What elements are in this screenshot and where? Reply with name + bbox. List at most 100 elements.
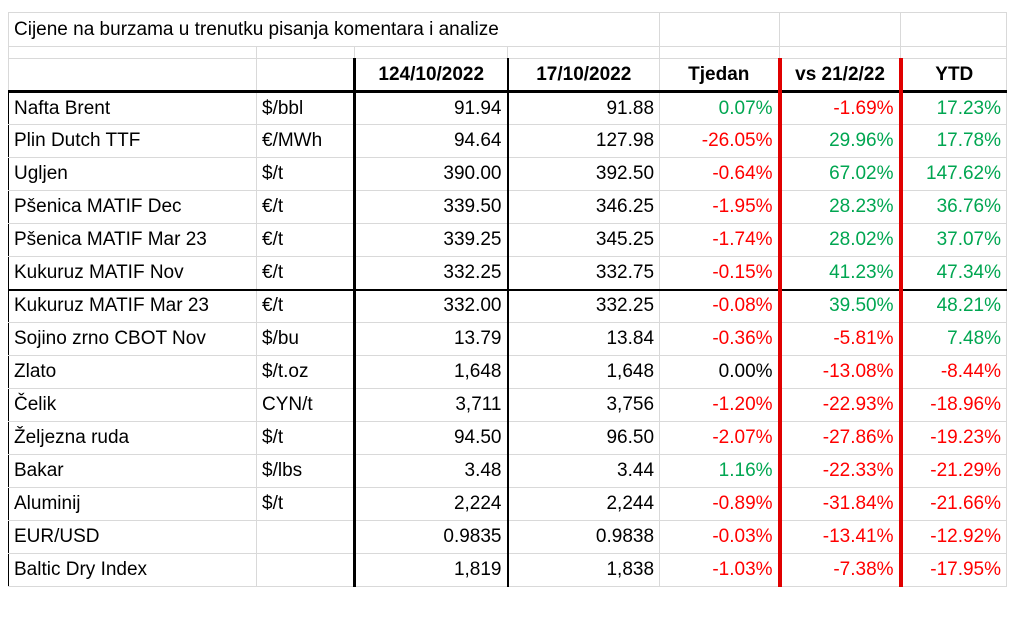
change-ytd: 147.62% <box>900 157 1008 191</box>
price-current: 1,819 <box>354 553 509 587</box>
commodity-unit: €/t <box>256 223 356 257</box>
commodity-unit: CYN/t <box>256 388 356 422</box>
commodity-name: Pšenica MATIF Dec <box>8 190 257 224</box>
commodity-name: Baltic Dry Index <box>8 553 257 587</box>
change-vs-date: -1.69% <box>777 91 903 125</box>
price-current: 339.50 <box>354 190 509 224</box>
table-row: Bakar $/lbs 3.48 3.44 1.16% -22.33% -21.… <box>8 454 1008 488</box>
change-vs-date: 28.02% <box>777 223 903 257</box>
commodity-unit: $/t <box>256 421 356 455</box>
table-row: Aluminij $/t 2,224 2,244 -0.89% -31.84% … <box>8 487 1008 521</box>
change-ytd: 36.76% <box>900 190 1008 224</box>
commodity-unit: $/t <box>256 487 356 521</box>
change-ytd: 48.21% <box>900 288 1008 323</box>
table-row: Pšenica MATIF Mar 23 €/t 339.25 345.25 -… <box>8 223 1008 257</box>
spacer-row <box>8 46 1008 59</box>
change-ytd: 17.23% <box>900 91 1008 125</box>
empty-cell <box>8 46 257 59</box>
empty-cell <box>779 12 902 47</box>
change-vs-date: -31.84% <box>777 487 903 521</box>
commodity-name: Nafta Brent <box>8 91 257 125</box>
empty-cell <box>779 46 902 59</box>
price-previous: 1,648 <box>506 355 661 389</box>
commodity-name: Kukuruz MATIF Mar 23 <box>8 288 257 323</box>
change-vs-date: 28.23% <box>777 190 903 224</box>
change-ytd: 17.78% <box>900 124 1008 158</box>
change-vs-date: -5.81% <box>777 322 903 356</box>
change-ytd: -17.95% <box>900 553 1008 587</box>
change-vs-date: 67.02% <box>777 157 903 191</box>
commodity-name: EUR/USD <box>8 520 257 554</box>
change-week: 0.00% <box>659 355 781 389</box>
title-row: Cijene na burzama u trenutku pisanja kom… <box>7 12 1008 47</box>
price-current: 94.64 <box>354 124 509 158</box>
change-vs-date: 29.96% <box>777 124 903 158</box>
change-ytd: 37.07% <box>900 223 1008 257</box>
change-ytd: 47.34% <box>900 256 1008 290</box>
price-current: 3,711 <box>354 388 509 422</box>
commodity-unit: $/bbl <box>256 91 356 125</box>
header-week: Tjedan <box>659 58 781 93</box>
commodity-name: Željezna ruda <box>8 421 257 455</box>
price-previous: 2,244 <box>506 487 661 521</box>
change-vs-date: -13.08% <box>777 355 903 389</box>
change-week: -2.07% <box>659 421 781 455</box>
table-row: Nafta Brent $/bbl 91.94 91.88 0.07% -1.6… <box>8 91 1008 125</box>
price-current: 94.50 <box>354 421 509 455</box>
commodity-name: Plin Dutch TTF <box>8 124 257 158</box>
table-row: Plin Dutch TTF €/MWh 94.64 127.98 -26.05… <box>8 124 1008 158</box>
change-week: 1.16% <box>659 454 781 488</box>
change-week: -0.64% <box>659 157 781 191</box>
change-week: -1.20% <box>659 388 781 422</box>
price-previous: 392.50 <box>506 157 661 191</box>
change-week: -1.03% <box>659 553 781 587</box>
change-ytd: -21.29% <box>900 454 1008 488</box>
price-current: 1,648 <box>354 355 509 389</box>
price-table-sheet: Cijene na burzama u trenutku pisanja kom… <box>7 12 1008 587</box>
commodity-unit: €/MWh <box>256 124 356 158</box>
price-current: 332.25 <box>354 256 509 290</box>
change-vs-date: 39.50% <box>777 288 903 323</box>
price-previous: 332.25 <box>506 288 661 323</box>
price-previous: 3,756 <box>506 388 661 422</box>
price-previous: 332.75 <box>506 256 661 290</box>
change-vs-date: -13.41% <box>777 520 903 554</box>
change-week: -1.74% <box>659 223 781 257</box>
table-row: Ugljen $/t 390.00 392.50 -0.64% 67.02% 1… <box>8 157 1008 191</box>
change-vs-date: -7.38% <box>777 553 903 587</box>
empty-cell <box>506 46 661 59</box>
change-vs-date: -22.93% <box>777 388 903 422</box>
price-current: 91.94 <box>354 91 509 125</box>
change-ytd: -19.23% <box>900 421 1008 455</box>
table-row: Kukuruz MATIF Nov €/t 332.25 332.75 -0.1… <box>8 256 1008 290</box>
commodity-name: Pšenica MATIF Mar 23 <box>8 223 257 257</box>
header-unit <box>256 58 356 93</box>
header-vs: vs 21/2/22 <box>777 58 903 93</box>
price-previous: 346.25 <box>506 190 661 224</box>
change-vs-date: -22.33% <box>777 454 903 488</box>
header-price-1: 124/10/2022 <box>354 58 509 93</box>
change-ytd: -18.96% <box>900 388 1008 422</box>
table-title: Cijene na burzama u trenutku pisanja kom… <box>7 12 660 47</box>
table-row: Željezna ruda $/t 94.50 96.50 -2.07% -27… <box>8 421 1008 455</box>
price-current: 3.48 <box>354 454 509 488</box>
change-ytd: -12.92% <box>900 520 1008 554</box>
change-week: -1.95% <box>659 190 781 224</box>
price-current: 0.9835 <box>354 520 509 554</box>
commodity-name: Kukuruz MATIF Nov <box>8 256 257 290</box>
table-row: EUR/USD 0.9835 0.9838 -0.03% -13.41% -12… <box>8 520 1008 554</box>
change-week: -26.05% <box>659 124 781 158</box>
price-current: 339.25 <box>354 223 509 257</box>
table-row: Kukuruz MATIF Mar 23 €/t 332.00 332.25 -… <box>8 288 1008 323</box>
change-week: -0.15% <box>659 256 781 290</box>
empty-cell <box>900 46 1008 59</box>
price-current: 13.79 <box>354 322 509 356</box>
commodity-unit <box>256 520 356 554</box>
price-previous: 0.9838 <box>506 520 661 554</box>
header-row: 124/10/2022 17/10/2022 Tjedan vs 21/2/22… <box>8 58 1008 93</box>
commodity-name: Ugljen <box>8 157 257 191</box>
table-row: Čelik CYN/t 3,711 3,756 -1.20% -22.93% -… <box>8 388 1008 422</box>
change-week: -0.89% <box>659 487 781 521</box>
change-week: -0.03% <box>659 520 781 554</box>
change-ytd: 7.48% <box>900 322 1008 356</box>
